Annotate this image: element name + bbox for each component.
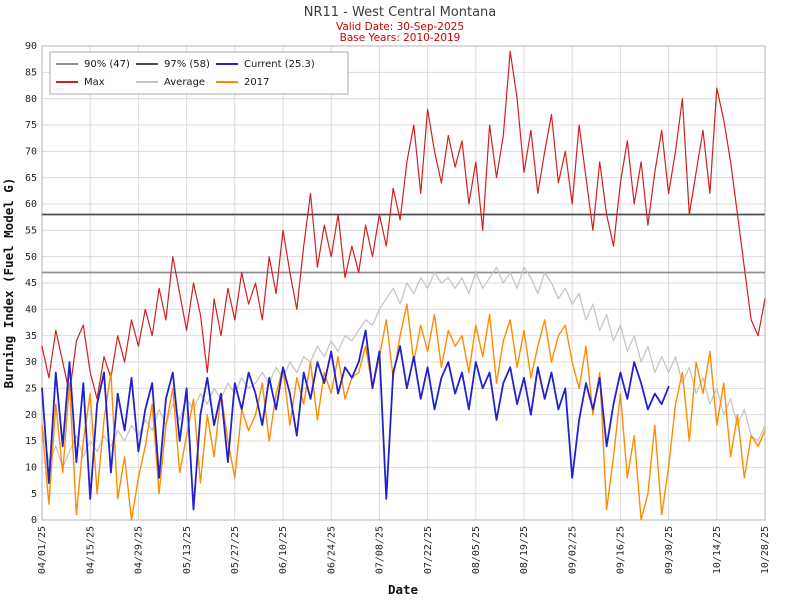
chart-title: NR11 - West Central Montana [304,5,497,20]
x-tick-label: 04/29/25 [134,526,145,574]
y-tick-label: 55 [25,226,37,237]
y-tick-label: 75 [25,120,37,131]
legend-label-average: Average [164,77,205,88]
valid-date-subtitle: Valid Date: 30-Sep-2025 [336,21,464,33]
x-tick-label: 08/05/25 [471,526,482,574]
y-tick-label: 85 [25,68,37,79]
legend-box [49,51,349,95]
x-tick-label: 09/02/25 [567,526,578,574]
series-line-2017 [41,303,766,521]
x-tick-label: 05/13/25 [182,526,193,574]
plot-border [41,45,766,521]
threshold-lines [42,213,765,274]
legend-label-90pct: 90% (47) [84,59,130,70]
legend-label-current: Current (25.3) [244,59,315,70]
y-tick-label: 30 [25,357,37,368]
y-tick-label: 15 [25,436,37,447]
x-tick-label: 05/27/25 [230,526,241,574]
x-tick-label: 07/22/25 [423,526,434,574]
axis-ticks: 0 5 10 15 20 25 30 35 40 45 50 55 60 65 70 75 80 85 90 04/0… [25,41,771,574]
series-line-max [41,50,766,400]
x-tick-label: 04/15/25 [85,526,96,574]
y-tick-label: 5 [31,489,37,500]
series-line-average [41,266,766,468]
gridlines [41,45,766,521]
x-tick-label: 10/14/25 [712,526,723,574]
x-tick-label: 09/30/25 [664,526,675,574]
legend-label-2017: 2017 [244,77,269,88]
x-tick-label: 04/01/25 [37,526,48,574]
x-tick-label: 06/24/25 [326,526,337,574]
y-axis-label: Burning Index (Fuel Model G) [1,178,16,389]
base-years-subtitle: Base Years: 2010-2019 [340,32,461,44]
x-tick-label: 07/08/25 [375,526,386,574]
x-tick-label: 09/16/25 [616,526,627,574]
x-axis-label: Date [388,582,419,597]
legend-label-max: Max [84,77,105,88]
legend-label-97pct: 97% (58) [164,59,210,70]
data-series [41,50,766,521]
y-tick-label: 65 [25,173,37,184]
x-tick-label: 08/19/25 [519,526,530,574]
x-tick-label: 06/10/25 [278,526,289,574]
y-tick-label: 10 [25,463,37,474]
y-tick-label: 0 [31,515,37,526]
y-tick-label: 40 [25,305,37,316]
y-tick-label: 20 [25,410,37,421]
y-tick-label: 25 [25,384,37,395]
x-tick-label: 10/28/25 [760,526,771,574]
legend: 90% (47) 97% (58) Current (25.3) Max Ave… [49,51,349,95]
y-tick-label: 50 [25,252,37,263]
y-tick-label: 80 [25,94,37,105]
series-line-current-25-3- [41,329,670,511]
y-tick-label: 45 [25,278,37,289]
y-tick-label: 90 [25,41,37,52]
y-tick-label: 70 [25,147,37,158]
y-tick-label: 35 [25,331,37,342]
y-tick-label: 60 [25,199,37,210]
